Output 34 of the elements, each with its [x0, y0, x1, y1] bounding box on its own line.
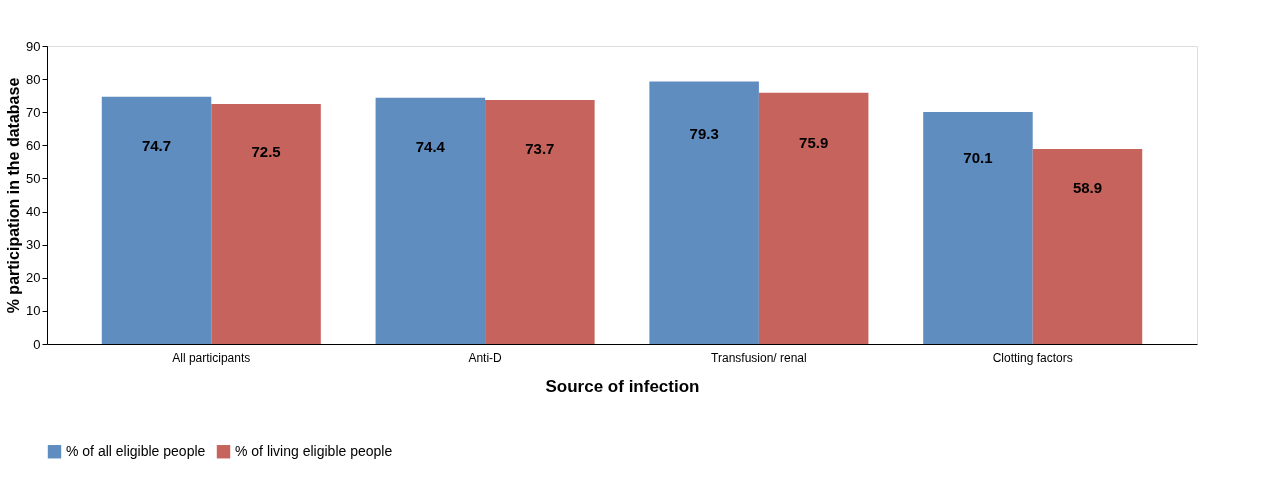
y-tick-label: 20	[26, 270, 41, 286]
bar	[758, 92, 869, 344]
bar	[1032, 148, 1143, 344]
data-label: 74.4	[415, 137, 446, 155]
bar	[923, 111, 1033, 344]
data-label: 79.3	[689, 124, 719, 142]
y-tick-label: 10	[26, 303, 41, 319]
bar	[211, 103, 321, 344]
x-tick-label: All participants	[172, 350, 251, 365]
x-tick-label: Clotting factors	[992, 350, 1073, 365]
y-tick-label: 60	[26, 137, 41, 153]
bar	[375, 97, 486, 344]
y-tick-label: 30	[26, 237, 41, 253]
data-label: 58.9	[1072, 178, 1103, 196]
data-label: 70.1	[963, 149, 993, 167]
y-tick-label: 70	[26, 104, 41, 120]
x-axis-title: Source of infection	[545, 376, 700, 396]
y-tick-label: 90	[26, 38, 41, 54]
y-tick-label: 80	[26, 71, 41, 87]
y-axis-title: % participation in the database	[5, 77, 23, 314]
bar	[101, 96, 212, 344]
legend-label: % of living eligible people	[235, 442, 393, 459]
y-tick-label: 0	[33, 336, 41, 352]
y-tick-label: 40	[26, 204, 41, 220]
x-tick-label: Transfusion/ renal	[711, 350, 807, 365]
x-tick-label: Anti-D	[468, 350, 503, 365]
bar	[485, 99, 595, 344]
bar	[649, 81, 759, 344]
data-label: 72.5	[251, 142, 281, 160]
legend-label: % of all eligible people	[66, 442, 206, 459]
data-label: 75.9	[799, 133, 829, 151]
y-tick-label: 50	[26, 170, 41, 186]
data-label: 73.7	[525, 139, 555, 157]
data-label: 74.7	[141, 137, 172, 155]
